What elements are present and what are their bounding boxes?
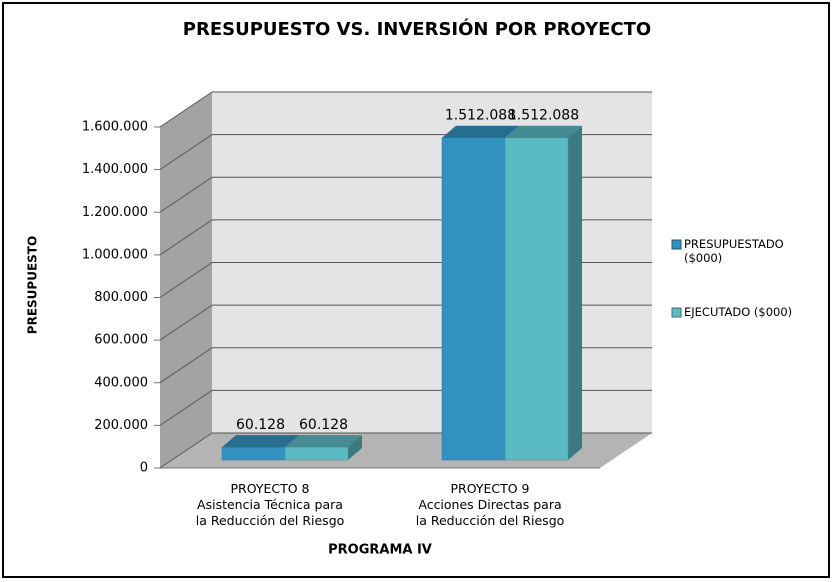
data-label: 1.512.088: [508, 108, 579, 124]
x-tick-label: PROYECTO 8 Asistencia Técnica para la Re…: [195, 481, 345, 528]
grid-line: [159, 219, 213, 256]
bar-top: [285, 435, 362, 448]
y-tick-label: 1.200.000: [82, 205, 148, 220]
grid-line: [159, 432, 213, 469]
bar: [221, 446, 286, 461]
y-tick-label: 200.000: [94, 418, 148, 433]
bar: [504, 137, 569, 461]
bar: [441, 137, 506, 461]
y-tick-label: 400.000: [94, 375, 148, 390]
legend-swatch: [671, 239, 682, 250]
bar-side: [568, 125, 582, 461]
grid-line: [159, 134, 213, 171]
y-tick-label: 1.600.000: [82, 120, 148, 135]
y-axis-title: PRESUPUESTO: [26, 236, 40, 334]
y-tick-label: 800.000: [94, 290, 148, 305]
legend-label: PRESUPUESTADO ($000): [684, 237, 784, 265]
bar-top: [442, 125, 519, 138]
bar: [284, 446, 349, 461]
grid-line: [159, 304, 213, 341]
y-tick-label: 600.000: [94, 333, 148, 348]
data-label: 1.512.088: [445, 108, 516, 124]
y-tick-label: 0: [140, 461, 148, 476]
grid-line: [159, 262, 213, 298]
x-tick-label: PROYECTO 9 Acciones Directas para la Red…: [415, 481, 565, 528]
chart-title: PRESUPUESTO VS. INVERSIÓN POR PROYECTO: [183, 18, 651, 40]
grid-line: [159, 176, 213, 213]
data-label: 60.128: [299, 417, 348, 433]
grid-line: [159, 389, 213, 426]
data-label: 60.128: [236, 417, 285, 433]
legend-swatch: [671, 307, 682, 318]
legend-label: EJECUTADO ($000): [684, 305, 793, 319]
grid-line: [159, 347, 213, 384]
x-axis-title: PROGRAMA IV: [328, 543, 432, 558]
bar-side: [348, 435, 362, 460]
y-tick-label: 1.000.000: [82, 247, 148, 262]
bar-top: [505, 125, 582, 138]
y-tick-label: 1.400.000: [82, 162, 148, 177]
grid-line: [159, 91, 213, 128]
bar-top: [222, 435, 299, 448]
